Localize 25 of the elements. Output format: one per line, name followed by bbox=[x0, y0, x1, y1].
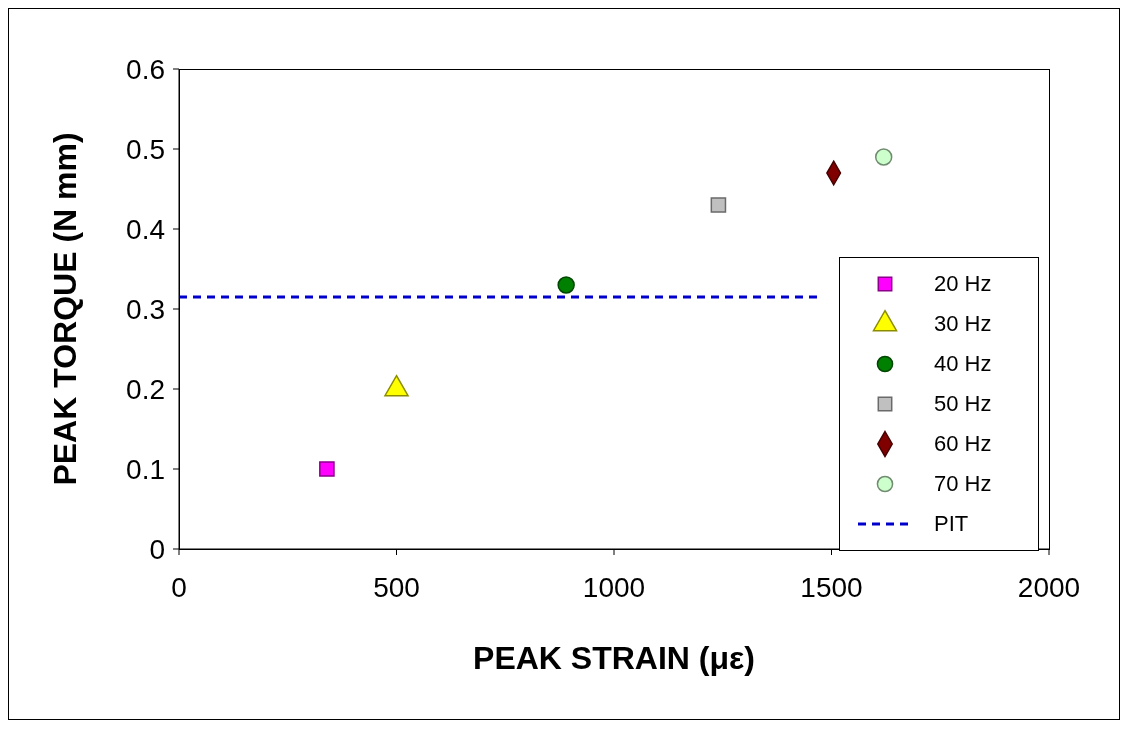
y-tick-label: 0.5 bbox=[126, 133, 165, 165]
point bbox=[710, 197, 727, 213]
x-tick-label: 0 bbox=[171, 571, 187, 603]
y-tick-label: 0.3 bbox=[126, 293, 165, 325]
legend-label: 20 Hz bbox=[934, 271, 992, 297]
x-tick-label: 500 bbox=[373, 571, 420, 603]
legend-label: 70 Hz bbox=[934, 471, 992, 497]
point bbox=[319, 461, 335, 477]
y-tick-label: 0.2 bbox=[126, 373, 165, 405]
legend-label: PIT bbox=[934, 511, 969, 537]
y-tick-label: 0 bbox=[149, 533, 165, 565]
legend-label: 40 Hz bbox=[934, 351, 992, 377]
x-tick-label: 2000 bbox=[1017, 571, 1081, 603]
y-tick-label: 0.6 bbox=[126, 53, 165, 85]
legend-label: 60 Hz bbox=[934, 431, 992, 457]
legend-label: 50 Hz bbox=[934, 391, 992, 417]
x-axis-title: PEAK STRAIN (με) bbox=[473, 640, 755, 676]
point bbox=[557, 276, 575, 294]
x-tick-label: 1500 bbox=[800, 571, 863, 603]
y-tick-label: 0.4 bbox=[126, 213, 165, 245]
legend-label: 30 Hz bbox=[934, 311, 992, 337]
y-axis-title: PEAK TORQUE (N mm) bbox=[47, 132, 84, 486]
point bbox=[874, 148, 893, 166]
y-tick-label: 0.1 bbox=[126, 453, 165, 485]
x-tick-label: 1000 bbox=[582, 571, 646, 603]
